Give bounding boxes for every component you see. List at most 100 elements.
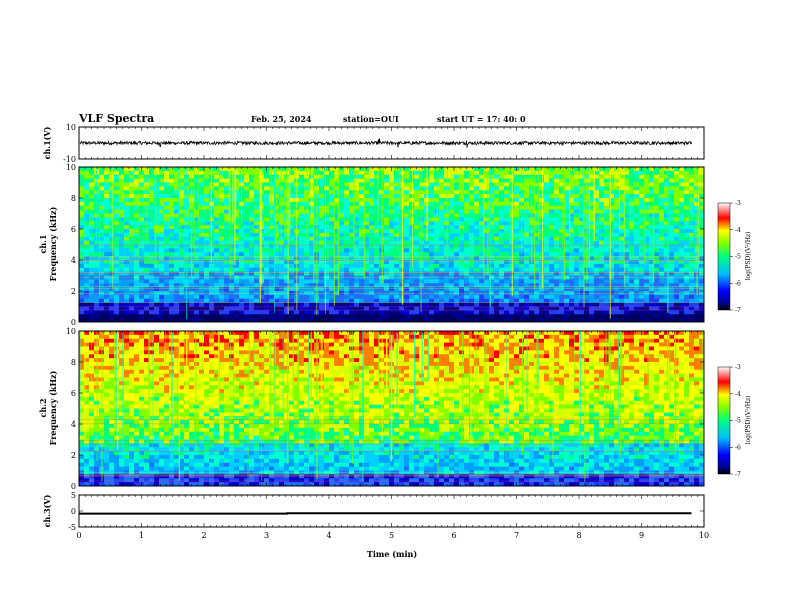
spectrogram-cell (559, 198, 565, 203)
spectrogram-cell (479, 178, 485, 183)
spectrogram-cell (454, 306, 460, 311)
spectrogram-cell (689, 209, 695, 214)
spectrogram-cell (614, 232, 620, 238)
spectrogram-cell (214, 240, 220, 245)
spectrogram-cell (459, 170, 465, 176)
spectrogram-cell (609, 217, 615, 222)
spectrogram-cell (534, 260, 540, 265)
spectrogram-cell (414, 240, 420, 245)
spectrogram-cell (474, 236, 480, 241)
spectrogram-cell (114, 298, 120, 303)
spectrogram-cell (529, 267, 535, 272)
spectrogram-cell (659, 225, 665, 230)
spectrogram-cell (459, 229, 465, 234)
spectrogram-cell (109, 263, 115, 269)
spectrogram-cell (79, 275, 85, 280)
spectrogram-cell (614, 170, 620, 176)
spectrogram-cell (189, 287, 195, 292)
spectrogram-cell (234, 267, 240, 272)
spectrogram-cell (154, 229, 160, 234)
spectrogram-cell (199, 201, 205, 207)
spectrogram-cell (669, 170, 675, 176)
spectrogram-cell (109, 229, 115, 234)
spectrogram-cell (164, 167, 170, 172)
spectrogram-cell (404, 194, 410, 199)
spectrogram-cell (104, 248, 110, 253)
spectrogram-cell (624, 294, 630, 300)
spectrogram-cell (324, 283, 330, 288)
spectrogram-cell (319, 310, 325, 315)
spectrogram-cell (409, 221, 415, 226)
spectrogram-cell (524, 167, 530, 172)
spectrogram-cell (464, 209, 470, 214)
spectrogram-cell (579, 252, 585, 257)
spectrogram-cell (614, 275, 620, 280)
spectrogram-cell (539, 302, 545, 307)
spectrogram-cell (664, 186, 670, 191)
spectrogram-cell (469, 209, 475, 214)
spectrogram-cell (494, 263, 500, 269)
spectrogram-cell (344, 298, 350, 303)
spectrogram-cell (534, 209, 540, 214)
spectrogram-cell (299, 229, 305, 234)
spectrogram-cell (564, 209, 570, 214)
spectrogram-cell (489, 244, 495, 249)
spectrogram-cell (444, 248, 450, 253)
spectrogram-cell (119, 205, 125, 210)
spectrogram-cell (99, 267, 105, 272)
spectrogram-cell (674, 205, 680, 210)
spectrogram-cell (144, 252, 150, 257)
spectrogram-cell (104, 263, 110, 269)
spectrogram-cell (204, 310, 210, 315)
spectrogram-cell (229, 263, 235, 269)
spectrogram-cell (679, 194, 685, 199)
spectrogram-cell (539, 213, 545, 218)
spectrogram-cell (574, 205, 580, 210)
spectrogram-cell (649, 232, 655, 238)
spectrogram-cell (649, 291, 655, 296)
spectrogram-cell (179, 279, 185, 284)
spectrogram-cell (524, 294, 530, 300)
spectrogram-cell (149, 194, 155, 199)
spectrogram-cell (89, 178, 95, 183)
spectrogram-cell (354, 229, 360, 234)
spectrogram-cell (129, 178, 135, 183)
spectrogram-cell (344, 279, 350, 284)
spectrogram-cell (654, 170, 660, 176)
spectrogram-cell (359, 260, 365, 265)
spectrogram-cell (414, 244, 420, 249)
spectrogram-cell (309, 248, 315, 253)
spectrogram-cell (684, 205, 690, 210)
spectrogram-cell (604, 236, 610, 241)
spectrogram-cell (299, 205, 305, 210)
spectrogram-cell (344, 275, 350, 280)
spectrogram-cell (624, 252, 630, 257)
spectrogram-cell (329, 275, 335, 280)
spectrogram-cell (319, 205, 325, 210)
spectrogram-cell (139, 225, 145, 230)
spectrogram-cell (344, 248, 350, 253)
spectrogram-cell (479, 240, 485, 245)
spectrogram-cell (84, 198, 90, 203)
spectrogram-cell (674, 283, 680, 288)
spectrogram-cell (394, 298, 400, 303)
spectrogram-cell (669, 298, 675, 303)
spectrogram-cell (664, 252, 670, 257)
spectrogram-cell (374, 244, 380, 249)
spectrogram-cell (649, 248, 655, 253)
spectrogram-cell (589, 217, 595, 222)
spectrogram-cell (389, 287, 395, 292)
spectrogram-cell (164, 186, 170, 191)
spectrogram-cell (354, 279, 360, 284)
spectrogram-cell (144, 248, 150, 253)
spectrogram-cell (104, 236, 110, 241)
spectrogram-cell (464, 229, 470, 234)
spectrogram-cell (119, 287, 125, 292)
spectrogram-cell (309, 240, 315, 245)
spectrogram-cell (419, 267, 425, 272)
spectrogram-cell (439, 182, 445, 187)
spectrogram-cell (154, 302, 160, 307)
spectrogram-cell (319, 279, 325, 284)
spectrogram-cell (579, 306, 585, 311)
spectrogram-cell (414, 283, 420, 288)
